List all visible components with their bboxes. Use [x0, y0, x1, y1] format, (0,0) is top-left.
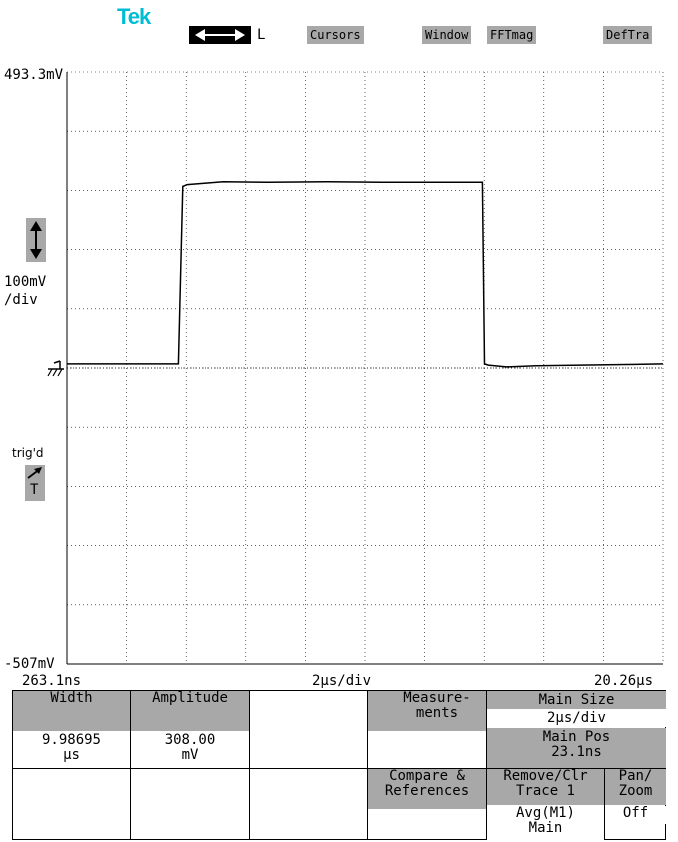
main-size-button[interactable]: Main Size	[487, 691, 666, 709]
mode-label: L	[257, 27, 266, 43]
double-arrow-vertical-icon	[30, 221, 42, 259]
panel-divider	[249, 690, 250, 840]
panel-divider	[604, 768, 605, 840]
horizontal-mode-indicator	[189, 26, 251, 44]
bottom-voltage-label: -507mV	[4, 656, 55, 672]
window-button[interactable]: Window	[422, 26, 472, 44]
time-per-div-label: 2µs/div	[312, 673, 372, 689]
fft-button[interactable]: FFTmag	[487, 26, 537, 44]
main-size-value: 2µs/div	[487, 709, 666, 727]
pan-zoom-button[interactable]: Pan/ Zoom	[605, 769, 666, 805]
width-measurement-value: 9.98695 µs	[13, 733, 130, 767]
width-measurement-header: Width	[13, 691, 130, 731]
amplitude-measurement-value: 308.00 mV	[131, 733, 249, 767]
panel-divider	[130, 690, 131, 840]
amplitude-measurement-header: Amplitude	[131, 691, 249, 731]
volts-per-div-unit: /div	[4, 292, 38, 308]
trigger-letter: T	[30, 482, 39, 498]
time-start-label: 263.1ns	[22, 673, 82, 689]
panel-row-divider	[12, 768, 666, 769]
time-end-label: 20.26µs	[594, 673, 654, 689]
volts-per-div-value: 100mV	[4, 274, 47, 290]
deftra-button[interactable]: DefTra	[603, 26, 653, 44]
ground-marker	[44, 360, 66, 382]
compare-references-button[interactable]: Compare & References	[368, 769, 486, 809]
trigger-slope-icon	[27, 467, 42, 479]
waveform-trace	[67, 180, 664, 368]
trigger-indicator: T	[25, 465, 45, 501]
vertical-position-indicator	[26, 218, 46, 262]
pan-zoom-value: Off	[605, 806, 666, 824]
double-arrow-horizontal-icon	[195, 29, 245, 41]
ground-icon	[47, 360, 64, 377]
main-pos-button[interactable]: Main Pos 23.1ns	[487, 728, 666, 768]
panel-divider	[367, 690, 368, 840]
tek-logo: Tek	[117, 4, 151, 29]
trace-source-value: Avg(M1) Main	[487, 806, 604, 840]
panel-divider	[486, 690, 487, 840]
cursors-button[interactable]: Cursors	[307, 26, 364, 44]
measurements-button[interactable]: Measure- ments	[368, 691, 486, 731]
trigger-status: trig'd	[12, 446, 44, 460]
top-voltage-label: 493.3mV	[4, 67, 64, 83]
remove-clear-trace-button[interactable]: Remove/Clr Trace 1	[487, 769, 604, 805]
